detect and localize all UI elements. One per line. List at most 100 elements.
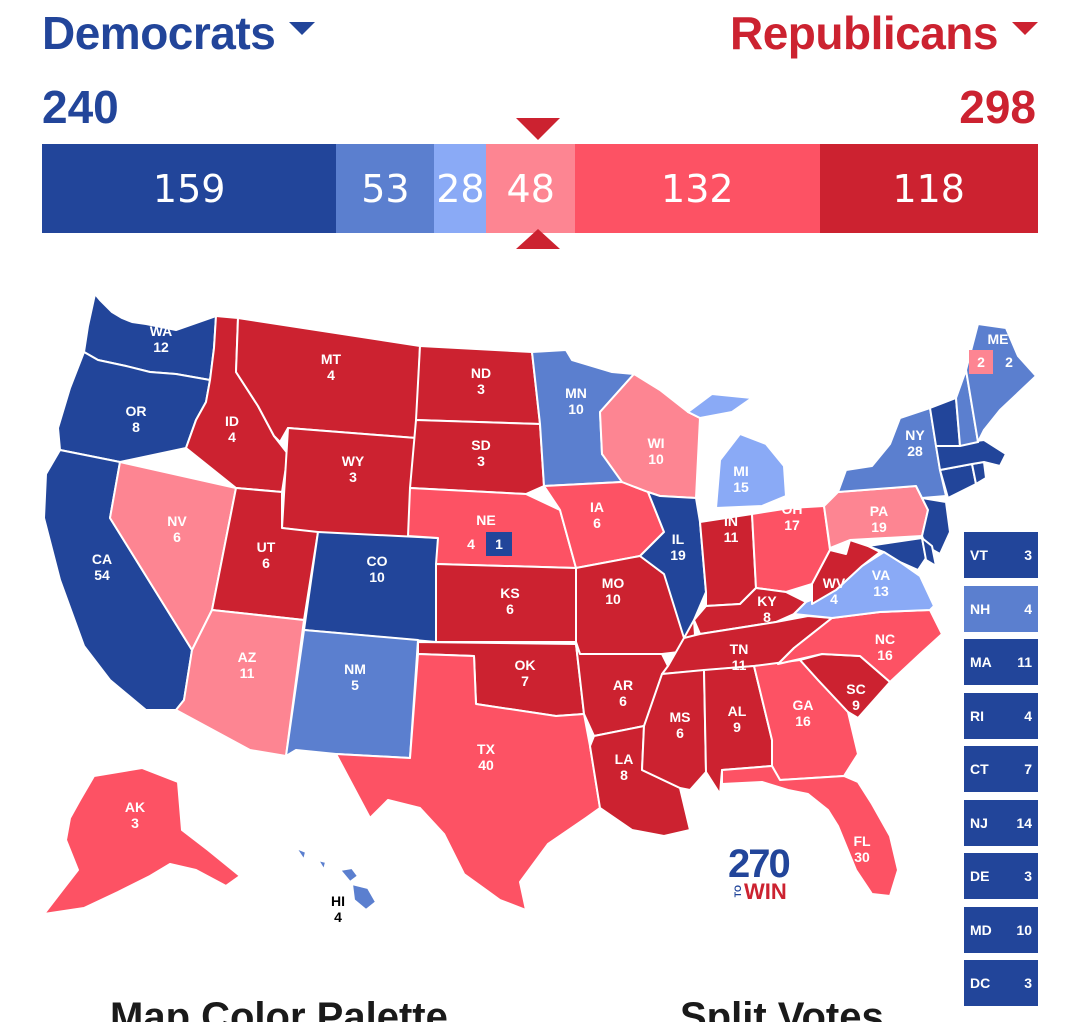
label-KS: KS 6: [500, 585, 519, 617]
small-state-ev: 11: [1017, 654, 1032, 670]
state-AZ[interactable]: [175, 609, 305, 757]
split-votes-heading: Split Votes: [680, 995, 884, 1022]
democrats-dropdown[interactable]: Democrats: [42, 6, 316, 60]
small-state-ev: 7: [1024, 761, 1032, 777]
ev-bar-segment[interactable]: 159: [42, 144, 337, 233]
electoral-vote-bar: 159 53 28 48 132 118: [42, 144, 1038, 233]
label-WY: WY 3: [342, 453, 365, 485]
democrats-label: Democrats: [42, 7, 276, 59]
state-VT[interactable]: [929, 397, 961, 447]
label-NE: NE: [476, 512, 495, 528]
logo-number: 270: [728, 842, 791, 886]
small-state-box[interactable]: MD 10: [964, 906, 1038, 953]
state-TX[interactable]: [335, 653, 601, 911]
label-ME-district: 2: [977, 354, 985, 370]
small-state-abbr: MD: [970, 921, 992, 938]
label-MI: MI 15: [733, 463, 749, 495]
label-OK: OK 7: [515, 657, 536, 689]
small-state-box[interactable]: NH 4: [964, 585, 1038, 632]
270-marker-top-icon: [516, 118, 560, 140]
state-WY[interactable]: [281, 427, 417, 545]
small-state-box[interactable]: CT 7: [964, 746, 1038, 792]
label-ME-ev: 2: [1005, 354, 1013, 370]
label-AZ: AZ 11: [238, 649, 257, 681]
state-HI[interactable]: [295, 847, 377, 911]
label-AK: AK 3: [125, 799, 145, 831]
map-color-palette-heading: Map Color Palette: [110, 995, 448, 1022]
ev-bar-segment[interactable]: 53: [336, 144, 435, 233]
270towin-logo: 270 TO WIN: [728, 842, 791, 904]
state-MA[interactable]: [935, 439, 1007, 471]
label-KY: KY 8: [757, 593, 777, 625]
small-state-box[interactable]: DC 3: [964, 960, 1038, 1006]
caret-down-icon: [289, 22, 316, 36]
small-state-abbr: NH: [970, 600, 991, 617]
small-state-abbr: DE: [970, 868, 990, 884]
label-MS: MS 6: [670, 709, 691, 741]
state-NY[interactable]: [837, 407, 947, 499]
label-TX: TX 40: [477, 741, 496, 773]
label-IL: IL 19: [670, 531, 686, 563]
label-CA: CA 54: [92, 551, 112, 583]
label-SD: SD 3: [471, 437, 490, 469]
ne-district-box[interactable]: [486, 532, 512, 556]
small-state-ev: 10: [1016, 921, 1032, 938]
state-NM[interactable]: [285, 629, 419, 759]
label-IA: IA 6: [590, 499, 604, 531]
label-HI: HI 4: [331, 893, 345, 925]
state-AK[interactable]: [43, 767, 241, 915]
label-TN: TN 11: [730, 641, 749, 673]
label-SC: SC 9: [846, 681, 865, 713]
label-OH: OH 17: [782, 501, 803, 533]
small-state-ev: 3: [1024, 975, 1032, 991]
ev-bar-segment[interactable]: 28: [434, 144, 487, 233]
small-state-ev: 4: [1024, 600, 1032, 617]
state-FL[interactable]: [721, 765, 899, 897]
state-CO[interactable]: [303, 531, 439, 643]
small-state-abbr: DC: [970, 975, 991, 991]
small-state-box[interactable]: VT 3: [964, 532, 1038, 578]
republicans-label: Republicans: [729, 7, 999, 59]
republicans-electoral-total: 298: [959, 81, 1036, 133]
ev-bar-segment[interactable]: 48: [486, 144, 576, 233]
small-state-abbr: MA: [970, 654, 992, 670]
label-MT: MT 4: [321, 351, 342, 383]
logo-win: WIN: [744, 879, 787, 904]
republicans-dropdown[interactable]: Republicans: [730, 6, 1038, 60]
label-MN: MN 10: [565, 385, 587, 417]
label-NV: NV 6: [167, 513, 187, 545]
small-state-ev: 14: [1016, 814, 1032, 831]
ev-bar-segment[interactable]: 118: [819, 144, 1038, 233]
label-OR: OR 8: [126, 403, 147, 435]
label-WI: WI 10: [647, 435, 664, 467]
label-AL: AL 9: [728, 703, 747, 735]
label-WV: WV 4: [823, 575, 846, 607]
label-NM: NM 5: [344, 661, 366, 693]
small-state-abbr: RI: [970, 707, 984, 724]
state-MI[interactable]: [687, 393, 787, 509]
label-NE-ev: 4: [467, 536, 475, 552]
caret-down-icon: [1012, 22, 1038, 36]
logo-to: TO: [733, 885, 743, 898]
small-state-box[interactable]: RI 4: [964, 692, 1038, 739]
label-NE-district: 1: [495, 536, 503, 552]
label-LA: LA 8: [615, 751, 634, 783]
label-ND: ND 3: [471, 365, 491, 397]
us-electoral-map: WA 12 OR 8 CA 54 NV 6 ID 4 MT 4 WY 3 UT 6 AZ 11 C…: [43, 293, 1037, 925]
small-state-ev: 4: [1024, 707, 1032, 724]
label-IN: IN 11: [724, 513, 739, 545]
state-SD[interactable]: [409, 419, 545, 495]
state-NC[interactable]: [777, 609, 943, 683]
small-state-box[interactable]: MA 11: [964, 639, 1038, 685]
small-state-box[interactable]: DE 3: [964, 853, 1038, 899]
label-FL: FL 30: [853, 833, 871, 865]
small-state-abbr: NJ: [970, 814, 988, 831]
ev-bar-segment[interactable]: 132: [575, 144, 820, 233]
label-VA: VA 13: [872, 567, 890, 599]
me-district-box[interactable]: [969, 350, 993, 374]
state-DE[interactable]: [921, 537, 937, 567]
label-AR: AR 6: [613, 677, 633, 709]
small-state-box[interactable]: NJ 14: [964, 799, 1038, 846]
270-marker-bottom-icon: [516, 229, 560, 249]
label-NC: NC 16: [875, 631, 895, 663]
